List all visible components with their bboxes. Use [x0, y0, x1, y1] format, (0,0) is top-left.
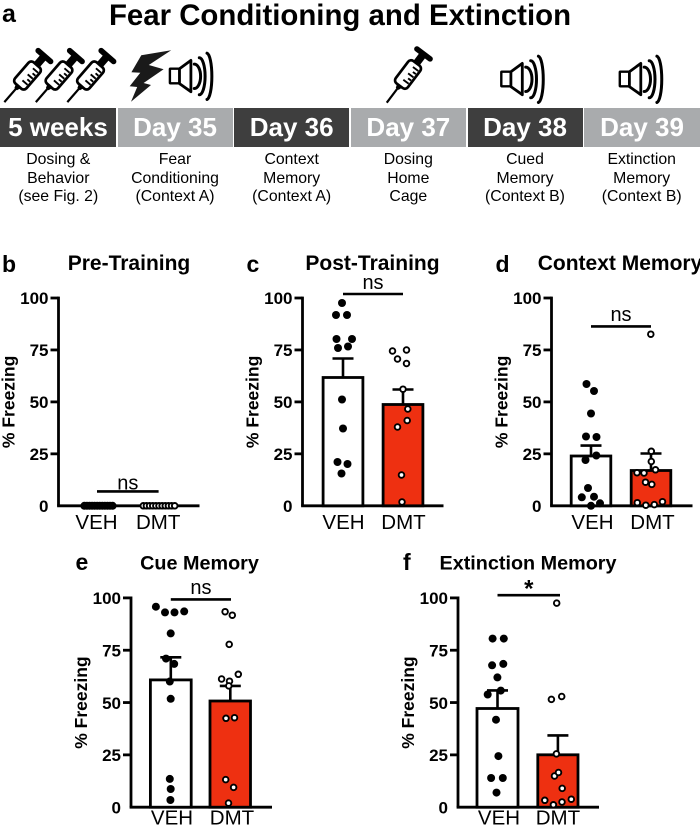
- svg-text:c: c: [247, 251, 260, 277]
- svg-text:100: 100: [20, 289, 48, 308]
- svg-text:ns: ns: [117, 473, 138, 495]
- svg-text:0: 0: [112, 798, 121, 817]
- svg-text:DMT: DMT: [136, 511, 181, 534]
- svg-text:Context Memory: Context Memory: [538, 252, 700, 275]
- svg-text:Cue Memory: Cue Memory: [140, 552, 259, 574]
- svg-text:% Freezing: % Freezing: [243, 356, 263, 448]
- svg-text:50: 50: [102, 694, 121, 713]
- svg-text:0: 0: [283, 497, 292, 516]
- svg-text:75: 75: [30, 341, 49, 360]
- svg-text:% Freezing: % Freezing: [398, 656, 418, 748]
- svg-text:Extinction Memory: Extinction Memory: [440, 552, 617, 574]
- svg-text:VEH: VEH: [75, 511, 117, 534]
- svg-text:25: 25: [102, 746, 121, 765]
- svg-text:VEH: VEH: [151, 807, 193, 825]
- svg-text:VEH: VEH: [571, 511, 613, 534]
- svg-text:% Freezing: % Freezing: [0, 356, 19, 448]
- svg-text:b: b: [2, 251, 16, 277]
- svg-text:*: *: [524, 576, 534, 603]
- svg-text:100: 100: [513, 289, 541, 308]
- svg-text:50: 50: [523, 393, 542, 412]
- svg-text:50: 50: [30, 393, 49, 412]
- svg-text:25: 25: [429, 746, 448, 765]
- svg-text:ns: ns: [190, 577, 211, 599]
- svg-text:d: d: [496, 251, 510, 277]
- svg-text:f: f: [403, 549, 411, 575]
- svg-text:VEH: VEH: [478, 807, 520, 825]
- svg-text:100: 100: [420, 589, 448, 608]
- svg-text:75: 75: [429, 641, 448, 660]
- svg-text:DMT: DMT: [536, 807, 581, 825]
- svg-text:DMT: DMT: [210, 807, 255, 825]
- svg-text:Post-Training: Post-Training: [305, 252, 439, 275]
- svg-text:0: 0: [532, 497, 541, 516]
- svg-text:VEH: VEH: [322, 511, 364, 534]
- svg-text:75: 75: [102, 641, 121, 660]
- svg-text:0: 0: [39, 497, 48, 516]
- svg-text:25: 25: [523, 445, 542, 464]
- svg-text:100: 100: [264, 289, 292, 308]
- svg-text:DMT: DMT: [630, 511, 675, 534]
- svg-text:25: 25: [274, 445, 293, 464]
- svg-text:75: 75: [274, 341, 293, 360]
- svg-text:% Freezing: % Freezing: [492, 356, 512, 448]
- svg-text:Pre-Training: Pre-Training: [68, 252, 191, 275]
- svg-text:25: 25: [30, 445, 49, 464]
- svg-text:e: e: [76, 549, 89, 575]
- svg-text:% Freezing: % Freezing: [71, 656, 91, 748]
- svg-text:ns: ns: [362, 272, 383, 294]
- svg-text:100: 100: [93, 589, 121, 608]
- svg-text:ns: ns: [610, 304, 631, 326]
- svg-text:0: 0: [439, 798, 448, 817]
- svg-text:75: 75: [523, 341, 542, 360]
- svg-text:50: 50: [429, 694, 448, 713]
- svg-text:DMT: DMT: [381, 511, 426, 534]
- svg-text:50: 50: [274, 393, 293, 412]
